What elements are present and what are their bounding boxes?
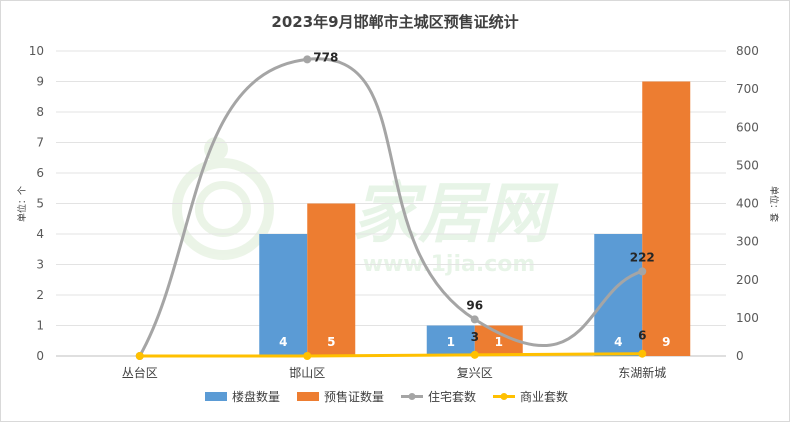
right-axis-tick: 0 xyxy=(736,349,744,363)
left-axis-tick: 10 xyxy=(29,44,44,58)
bar xyxy=(259,234,308,356)
legend-label: 住宅套数 xyxy=(428,389,476,404)
right-axis-tick: 200 xyxy=(736,273,759,287)
data-labels: 4 1 4 5 1 9 778 96 222 3 6 xyxy=(279,50,670,349)
series-point xyxy=(303,55,312,64)
left-axis-tick: 4 xyxy=(36,227,44,241)
series-line xyxy=(138,57,643,357)
line-data-label: 778 xyxy=(313,50,338,64)
lines xyxy=(135,55,647,360)
legend-item: 楼盘数量 xyxy=(205,389,280,404)
left-axis-tick: 2 xyxy=(36,288,44,302)
left-axis-ticks: 0 1 2 3 4 5 6 7 8 9 10 xyxy=(29,44,44,363)
left-axis-tick: 9 xyxy=(36,75,44,89)
legend-marker xyxy=(500,393,508,400)
category-label: 邯山区 xyxy=(289,365,325,380)
left-axis-tick: 5 xyxy=(36,197,44,211)
right-axis-tick: 600 xyxy=(736,120,759,134)
right-axis-ticks: 0 100 200 300 400 500 600 700 800 xyxy=(736,44,759,363)
bar-data-label: 9 xyxy=(662,335,670,349)
category-labels: 丛台区 邯山区 复兴区 东湖新城 xyxy=(122,365,667,380)
bar-data-label: 4 xyxy=(614,335,622,349)
watermark-main-text: 家居网 xyxy=(352,175,559,252)
category-label: 复兴区 xyxy=(457,366,493,380)
left-axis-tick: 8 xyxy=(36,105,44,119)
legend-swatch xyxy=(205,392,227,401)
series-point xyxy=(638,349,647,358)
left-axis-tick: 7 xyxy=(36,136,44,150)
chart-title: 2023年9月邯郸市主城区预售证统计 xyxy=(271,13,518,31)
bar xyxy=(307,203,356,356)
left-axis-unit-label: 单位：个 xyxy=(16,186,28,222)
bar-data-label: 5 xyxy=(327,335,335,349)
series-point xyxy=(135,352,144,360)
legend-item: 商业套数 xyxy=(493,389,568,404)
bar xyxy=(594,234,643,356)
legend-item: 住宅套数 xyxy=(401,389,476,404)
series-point xyxy=(470,350,479,359)
left-axis-tick: 6 xyxy=(36,166,44,180)
right-axis-tick: 400 xyxy=(736,197,759,211)
bar xyxy=(426,325,475,356)
legend: 楼盘数量 预售证数量 住宅套数 商业套数 xyxy=(205,389,568,404)
line-data-label: 3 xyxy=(471,330,479,344)
left-axis-tick: 3 xyxy=(36,258,44,272)
right-axis-tick: 100 xyxy=(736,311,759,325)
legend-label: 预售证数量 xyxy=(324,389,384,404)
line-data-label: 6 xyxy=(638,329,646,343)
series-point xyxy=(303,352,312,360)
legend-marker xyxy=(408,393,416,400)
right-axis-tick: 700 xyxy=(736,82,759,96)
right-axis-tick: 800 xyxy=(736,44,759,58)
bar xyxy=(642,81,691,356)
line-data-label: 222 xyxy=(630,250,655,264)
legend-item: 预售证数量 xyxy=(297,389,384,404)
bar-data-label: 4 xyxy=(279,335,287,349)
bars xyxy=(259,81,691,356)
watermark: 家居网 www.1jia.com xyxy=(172,137,559,277)
legend-label: 楼盘数量 xyxy=(232,389,280,404)
left-axis-tick: 1 xyxy=(36,319,44,333)
line-data-label: 96 xyxy=(466,298,483,312)
right-axis-tick: 300 xyxy=(736,235,759,249)
series-point xyxy=(470,315,479,324)
bar-data-label: 1 xyxy=(447,335,455,349)
series-line xyxy=(139,352,643,358)
category-label: 丛台区 xyxy=(122,365,158,380)
right-axis-tick: 500 xyxy=(736,158,759,172)
bar-data-label: 1 xyxy=(495,335,503,349)
legend-swatch xyxy=(297,392,319,401)
category-label: 东湖新城 xyxy=(618,365,666,380)
right-axis-unit-label: 单位：套 xyxy=(768,186,780,222)
legend-label: 商业套数 xyxy=(520,389,568,404)
series-point xyxy=(638,267,647,276)
left-axis-tick: 0 xyxy=(36,349,44,363)
watermark-snail-logo xyxy=(172,137,274,260)
